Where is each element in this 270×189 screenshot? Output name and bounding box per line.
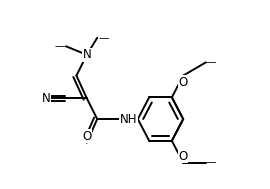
Text: N: N — [82, 48, 91, 61]
Text: N: N — [42, 92, 51, 105]
Text: O: O — [178, 76, 188, 89]
Text: —: — — [206, 57, 216, 67]
Text: O: O — [178, 149, 188, 163]
Text: —: — — [98, 33, 109, 43]
Text: —: — — [55, 41, 65, 51]
Text: NH: NH — [120, 113, 137, 125]
Text: —: — — [206, 158, 216, 167]
Text: O: O — [82, 130, 92, 143]
